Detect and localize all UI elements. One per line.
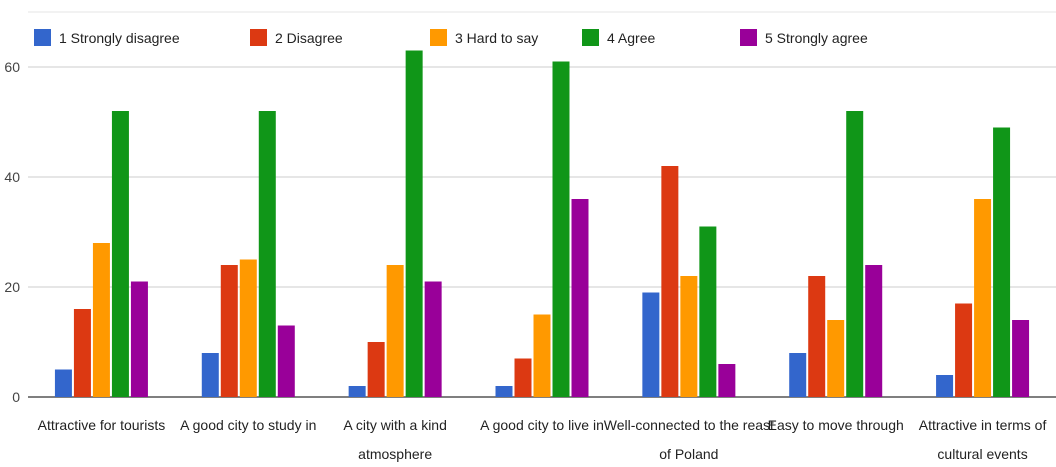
legend-label: 1 Strongly disagree	[59, 30, 180, 46]
x-tick-label: Well-connected to the reast	[604, 417, 774, 433]
bar	[533, 314, 551, 397]
x-tick-label: cultural events	[937, 446, 1027, 462]
legend-label: 2 Disagree	[275, 30, 343, 46]
legend-swatch	[582, 29, 599, 46]
x-tick-label: A good city to study in	[180, 417, 316, 433]
x-tick-label: atmosphere	[358, 446, 432, 462]
legend-swatch	[34, 29, 51, 46]
bar	[699, 226, 717, 397]
bar	[974, 199, 992, 397]
bar	[92, 243, 110, 397]
bar	[1012, 320, 1030, 397]
bar	[955, 303, 973, 397]
bar	[789, 353, 807, 397]
bar	[552, 61, 570, 397]
legend-label: 3 Hard to say	[455, 30, 538, 46]
bar	[936, 375, 954, 397]
y-tick-label: 60	[4, 59, 20, 75]
bar	[718, 364, 736, 397]
bar	[386, 265, 404, 397]
bar	[367, 342, 385, 397]
legend-swatch	[250, 29, 267, 46]
x-tick-label: Attractive in terms of	[919, 417, 1047, 433]
y-tick-label: 0	[12, 389, 20, 405]
bar	[348, 386, 366, 397]
y-tick-label: 20	[4, 279, 20, 295]
legend-swatch	[740, 29, 757, 46]
legend: 1 Strongly disagree 2 Disagree 3 Hard to s…	[34, 29, 868, 46]
bar	[220, 265, 238, 397]
legend-swatch	[430, 29, 447, 46]
x-axis-labels: Attractive for tourists A good city to st…	[38, 417, 1047, 462]
bar	[111, 111, 129, 397]
bar	[865, 265, 883, 397]
bar	[827, 320, 845, 397]
x-tick-label: of Poland	[659, 446, 718, 462]
x-tick-label: A good city to live in	[480, 417, 604, 433]
bar	[405, 50, 423, 397]
x-tick-label: A city with a kind	[343, 417, 447, 433]
bar	[571, 199, 589, 397]
x-tick-label: Easy to move through	[768, 417, 904, 433]
legend-label: 5 Strongly agree	[765, 30, 868, 46]
bar	[239, 259, 257, 397]
bar	[54, 369, 72, 397]
bar	[993, 127, 1011, 397]
y-tick-label: 40	[4, 169, 20, 185]
bar	[680, 276, 698, 397]
bar	[495, 386, 513, 397]
bar	[846, 111, 864, 397]
legend-label: 4 Agree	[607, 30, 655, 46]
bar	[201, 353, 219, 397]
bar	[130, 281, 148, 397]
bar	[73, 309, 91, 397]
bar	[642, 292, 660, 397]
bar	[661, 166, 679, 397]
y-axis-ticks: 0 20 40 60	[4, 59, 20, 405]
bars	[54, 50, 1030, 397]
bar	[808, 276, 826, 397]
bar	[514, 358, 532, 397]
x-tick-label: Attractive for tourists	[38, 417, 166, 433]
bar	[424, 281, 442, 397]
bar	[258, 111, 276, 397]
bar	[277, 325, 295, 397]
